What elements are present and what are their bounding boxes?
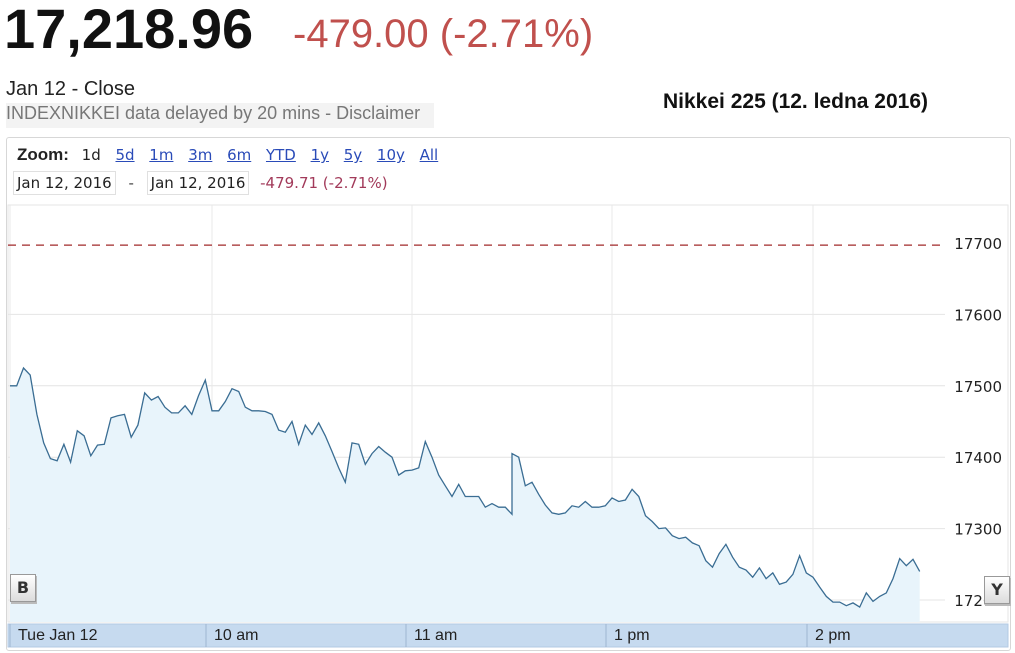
series-area (10, 368, 920, 622)
start-date-field[interactable]: Jan 12, 2016 (13, 171, 116, 195)
y-tick-label: 17300 (954, 521, 1002, 539)
chart-left-button[interactable]: B (10, 574, 36, 602)
zoom-1y-link[interactable]: 1y (310, 146, 330, 164)
zoom-label: Zoom: (17, 145, 69, 164)
date-range-row: Jan 12, 2016 - Jan 12, 2016 -479.71 (-2.… (13, 171, 388, 195)
x-tick-label: 10 am (214, 627, 258, 644)
y-tick-label: 17600 (954, 306, 1002, 324)
zoom-3m-link[interactable]: 3m (188, 146, 213, 164)
close-date-label: Jan 12 - Close (6, 78, 135, 100)
x-axis-band (7, 623, 1009, 648)
zoom-1m-link[interactable]: 1m (149, 146, 174, 164)
zoom-5d-link[interactable]: 5d (115, 146, 135, 164)
range-change-value: -479.71 (-2.71%) (260, 174, 388, 192)
x-tick-label: 2 pm (815, 627, 851, 644)
price-change: -479.00 (-2.71%) (293, 12, 594, 56)
chart-right-button[interactable]: Y (984, 576, 1010, 604)
x-tick-label: 1 pm (614, 627, 650, 644)
zoom-1d-link[interactable]: 1d (81, 146, 101, 164)
zoom-all-link[interactable]: All (419, 146, 439, 164)
y-tick-label: 17400 (954, 449, 1002, 467)
y-tick-label: 17500 (954, 378, 1002, 396)
zoom-controls: Zoom: 1d 5d 1m 3m 6m YTD 1y 5y 10y All (17, 145, 448, 165)
zoom-ytd-link[interactable]: YTD (265, 146, 296, 164)
zoom-10y-link[interactable]: 10y (376, 146, 405, 164)
x-tick-label: 11 am (414, 627, 457, 644)
current-price: 17,218.96 (4, 0, 254, 60)
chart-annotation-title: Nikkei 225 (12. ledna 2016) (663, 90, 928, 113)
zoom-6m-link[interactable]: 6m (227, 146, 252, 164)
data-delay-disclaimer[interactable]: INDEXNIKKEI data delayed by 20 mins - Di… (6, 103, 435, 128)
end-date-field[interactable]: Jan 12, 2016 (146, 171, 250, 195)
zoom-5y-link[interactable]: 5y (343, 146, 363, 164)
y-tick-label: 17700 (954, 235, 1002, 253)
series-line (10, 366, 921, 609)
x-tick-label: Tue Jan 12 (18, 627, 98, 644)
date-separator: - (128, 174, 134, 192)
